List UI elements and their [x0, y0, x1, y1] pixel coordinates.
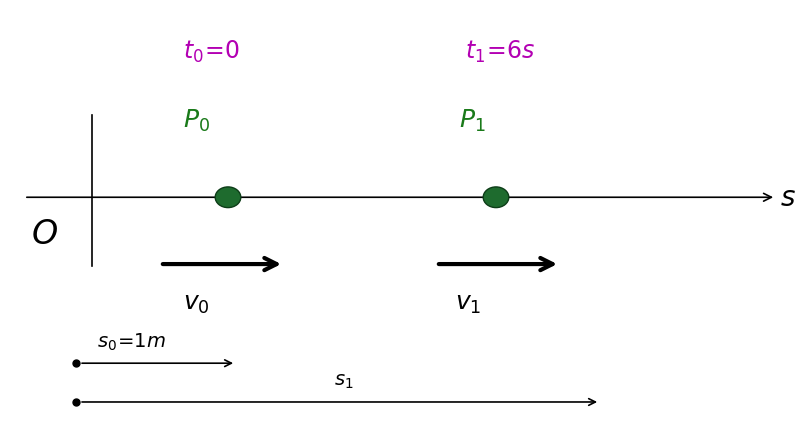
- Text: $s_1$: $s_1$: [334, 371, 354, 390]
- Ellipse shape: [483, 187, 509, 208]
- Text: $s_0\!=\!1m$: $s_0\!=\!1m$: [98, 331, 166, 353]
- Ellipse shape: [215, 187, 241, 208]
- Text: $P_0$: $P_0$: [182, 108, 210, 133]
- Text: $P_1$: $P_1$: [458, 108, 486, 133]
- Text: $v_0$: $v_0$: [182, 291, 210, 315]
- Text: $v_1$: $v_1$: [455, 291, 481, 315]
- Text: $t_1\!=\!6s$: $t_1\!=\!6s$: [465, 39, 535, 64]
- Text: $s$: $s$: [780, 184, 796, 212]
- Text: $t_0\!=\!0$: $t_0\!=\!0$: [183, 39, 241, 64]
- Text: $O$: $O$: [30, 218, 58, 251]
